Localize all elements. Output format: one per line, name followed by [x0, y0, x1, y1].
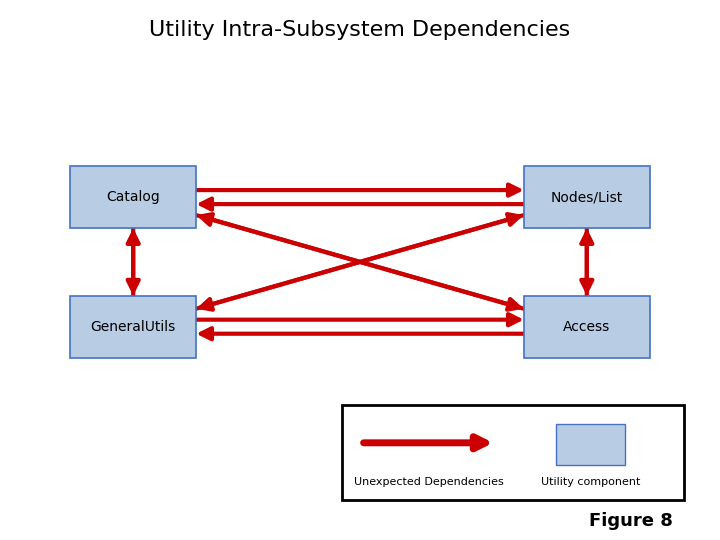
FancyArrowPatch shape [364, 437, 485, 449]
Text: Utility component: Utility component [541, 477, 640, 488]
FancyBboxPatch shape [71, 166, 196, 228]
Text: Utility Intra-Subsystem Dependencies: Utility Intra-Subsystem Dependencies [149, 19, 571, 40]
FancyArrowPatch shape [196, 214, 519, 309]
FancyArrowPatch shape [196, 185, 519, 195]
FancyArrowPatch shape [581, 233, 593, 296]
FancyArrowPatch shape [196, 314, 519, 325]
FancyBboxPatch shape [556, 424, 624, 465]
FancyBboxPatch shape [523, 166, 649, 228]
Text: Unexpected Dependencies: Unexpected Dependencies [354, 477, 503, 488]
Text: Catalog: Catalog [107, 190, 160, 204]
FancyArrowPatch shape [201, 328, 523, 339]
FancyArrowPatch shape [127, 228, 139, 291]
Text: GeneralUtils: GeneralUtils [91, 320, 176, 334]
FancyArrowPatch shape [196, 215, 519, 310]
FancyArrowPatch shape [201, 199, 523, 210]
FancyArrowPatch shape [201, 214, 523, 309]
FancyArrowPatch shape [127, 233, 139, 296]
FancyBboxPatch shape [342, 405, 684, 500]
Text: Figure 8: Figure 8 [590, 512, 673, 530]
FancyBboxPatch shape [71, 296, 196, 357]
FancyArrowPatch shape [201, 215, 523, 310]
FancyArrowPatch shape [581, 228, 593, 291]
Text: Access: Access [563, 320, 611, 334]
Text: Nodes/List: Nodes/List [551, 190, 623, 204]
FancyBboxPatch shape [523, 296, 649, 357]
